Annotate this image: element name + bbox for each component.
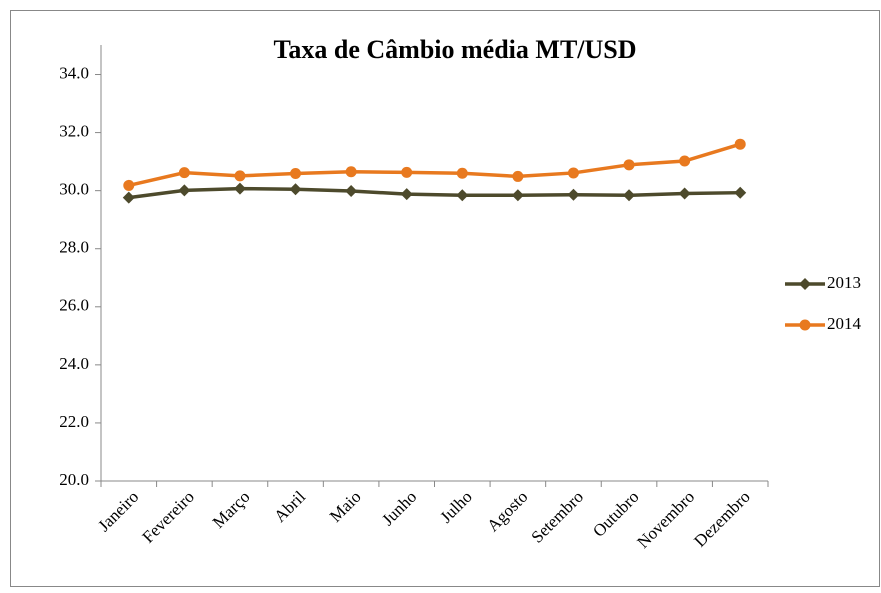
marker [456,167,468,179]
y-tick-label: 32.0 [59,121,89,140]
marker [345,166,357,178]
marker [567,188,580,201]
marker [678,187,691,200]
marker [234,170,246,182]
legend-label: 2014 [827,314,862,333]
legend-marker [799,319,811,331]
x-tick-label: Janeiro [94,487,142,535]
marker [233,182,246,195]
x-tick-label: Março [209,487,254,532]
marker [623,189,636,202]
series-line [128,186,741,200]
x-tick-label: Julho [436,487,475,526]
marker [123,179,135,191]
marker [623,159,635,171]
y-tick-label: 26.0 [59,296,89,315]
chart-title: Taxa de Câmbio média MT/USD [273,35,636,64]
marker [401,166,413,178]
marker [345,184,358,197]
y-tick-label: 34.0 [59,63,89,82]
x-tick-label: Agosto [483,487,531,535]
y-tick-label: 24.0 [59,354,89,373]
chart-frame [10,10,880,587]
marker [734,186,747,199]
marker [290,168,302,180]
y-tick-label: 20.0 [59,470,89,489]
marker [512,170,524,182]
x-tick-label: Fevereiro [138,487,197,546]
series-line [128,142,741,188]
x-tick-label: Abril [270,487,309,526]
y-tick-label: 22.0 [59,412,89,431]
marker [734,138,746,150]
marker [511,189,524,202]
marker [122,191,135,204]
marker [456,189,469,202]
marker [679,155,691,167]
marker [289,183,302,196]
y-tick-label: 30.0 [59,180,89,199]
x-tick-label: Setembro [528,487,588,547]
marker [178,167,190,179]
marker [400,188,413,201]
x-tick-label: Novembro [633,487,698,552]
legend-marker [799,278,811,290]
x-tick-label: Maio [326,487,365,526]
marker [567,167,579,179]
legend-label: 2013 [827,273,861,292]
x-tick-label: Dezembro [690,487,754,551]
x-tick-label: Junho [378,487,420,529]
x-tick-label: Outubro [589,487,643,541]
y-tick-label: 28.0 [59,238,89,257]
marker [178,184,191,197]
